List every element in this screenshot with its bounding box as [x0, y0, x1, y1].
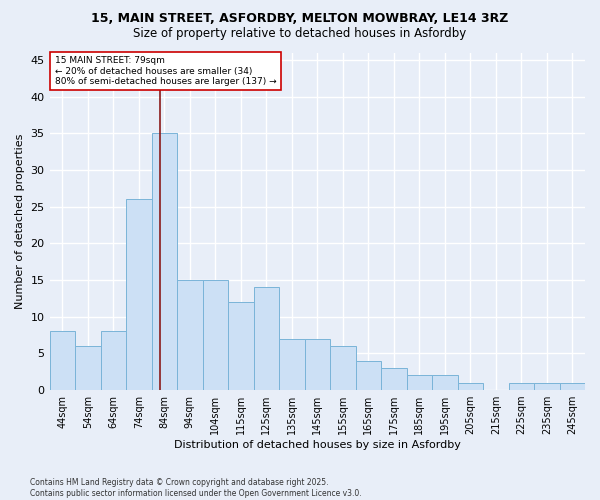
Bar [50, 332, 75, 390]
Text: 15 MAIN STREET: 79sqm
← 20% of detached houses are smaller (34)
80% of semi-deta: 15 MAIN STREET: 79sqm ← 20% of detached … [55, 56, 276, 86]
X-axis label: Distribution of detached houses by size in Asfordby: Distribution of detached houses by size … [174, 440, 461, 450]
Bar [432, 376, 458, 390]
Bar [228, 302, 254, 390]
Bar [560, 382, 585, 390]
Bar [534, 382, 560, 390]
Text: 15, MAIN STREET, ASFORDBY, MELTON MOWBRAY, LE14 3RZ: 15, MAIN STREET, ASFORDBY, MELTON MOWBRA… [91, 12, 509, 26]
Text: Size of property relative to detached houses in Asfordby: Size of property relative to detached ho… [133, 28, 467, 40]
Bar [305, 338, 330, 390]
Bar [279, 338, 305, 390]
Bar [407, 376, 432, 390]
Bar [330, 346, 356, 390]
Bar [177, 280, 203, 390]
Bar [75, 346, 101, 390]
Bar [254, 288, 279, 390]
Bar [152, 133, 177, 390]
Bar [356, 360, 381, 390]
Y-axis label: Number of detached properties: Number of detached properties [15, 134, 25, 309]
Bar [126, 200, 152, 390]
Text: Contains HM Land Registry data © Crown copyright and database right 2025.
Contai: Contains HM Land Registry data © Crown c… [30, 478, 362, 498]
Bar [458, 382, 483, 390]
Bar [101, 332, 126, 390]
Bar [381, 368, 407, 390]
Bar [203, 280, 228, 390]
Bar [509, 382, 534, 390]
